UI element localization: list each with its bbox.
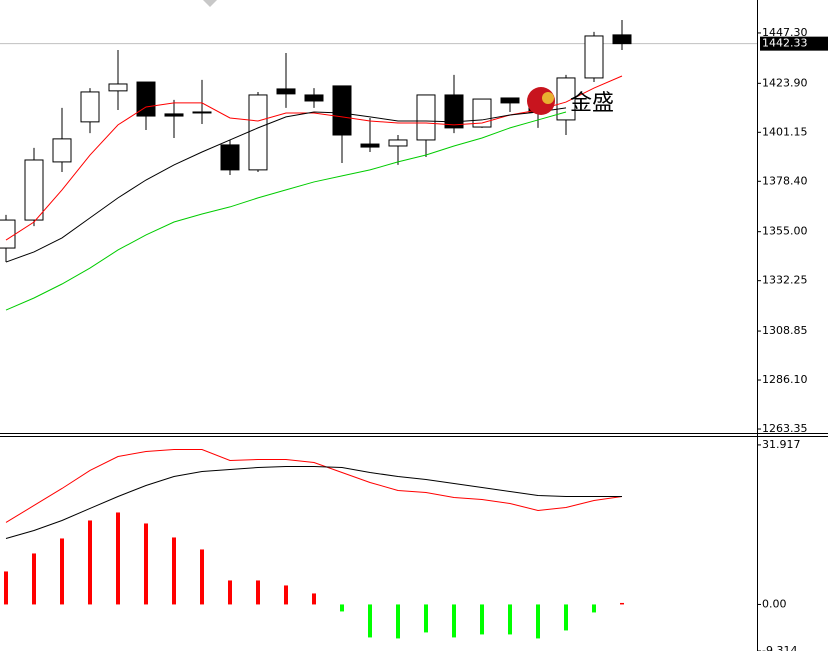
candle-body (360, 143, 380, 148)
scroll-marker (203, 0, 217, 7)
candle-body (500, 97, 520, 104)
current-price-label: 1442.33 (762, 37, 808, 50)
candle-body (24, 159, 44, 221)
y-tick-label: 1423.90 (762, 76, 808, 89)
candle-body (276, 88, 296, 95)
y-tick-label: 1401.15 (762, 125, 808, 138)
candle-body (192, 111, 212, 114)
histogram-bar (452, 604, 456, 638)
candle-body (556, 77, 576, 121)
histogram-bar (592, 604, 596, 613)
current-price-box (760, 36, 828, 51)
candle-body (136, 81, 156, 117)
y-tick-label: 1447.30 (762, 26, 808, 39)
histogram-bar (4, 571, 8, 605)
histogram-bar (116, 512, 120, 605)
histogram-bar (368, 604, 372, 638)
histogram-bar (228, 580, 232, 605)
watermark-logo (542, 92, 554, 104)
candle-body (164, 113, 184, 117)
candle-body (80, 91, 100, 123)
histogram-bar (312, 593, 316, 605)
candle-body (52, 138, 72, 163)
histogram-bar (620, 602, 624, 605)
y-tick-label: 0.00 (762, 597, 787, 610)
histogram-bar (424, 604, 428, 633)
watermark-text: 金盛 (570, 91, 614, 116)
indicator-line (5, 111, 567, 311)
histogram-bar (480, 604, 484, 635)
indicator-line (5, 465, 622, 539)
watermark: 金盛 (527, 87, 614, 116)
candle-body (0, 219, 16, 249)
histogram-bar (88, 520, 92, 605)
candle-body (612, 34, 632, 45)
candle-body (304, 94, 324, 102)
y-tick-label: 1355.00 (762, 225, 808, 238)
candle-body (108, 83, 128, 92)
y-tick-label: 1263.35 (762, 422, 808, 435)
candle-body (388, 139, 408, 147)
candle-body (584, 35, 604, 79)
candle-body (220, 144, 240, 171)
histogram-bar (340, 604, 344, 612)
y-tick-label: 1286.10 (762, 373, 808, 386)
y-tick-label: 31.917 (762, 438, 801, 451)
histogram-bar (508, 604, 512, 635)
indicator-line (5, 75, 623, 241)
candle-body (416, 94, 436, 141)
y-tick-label: 1308.85 (762, 324, 808, 337)
histogram-bar (32, 553, 36, 605)
indicator-line (5, 448, 623, 523)
candle-body (444, 94, 464, 129)
histogram-bar (396, 604, 400, 639)
y-tick-label: -9.314 (762, 644, 797, 651)
y-tick-label: 1378.40 (762, 174, 808, 187)
histogram-bar (536, 604, 540, 639)
candle-body (332, 85, 352, 136)
histogram-bar (564, 604, 568, 631)
candle-body (248, 94, 268, 171)
histogram-bar (144, 523, 148, 605)
histogram-bar (256, 580, 260, 605)
histogram-bar (284, 585, 288, 605)
indicator-line (5, 107, 567, 263)
histogram-bar (172, 537, 176, 605)
histogram-bar (60, 538, 64, 605)
y-tick-label: 1332.25 (762, 274, 808, 287)
histogram-bar (200, 549, 204, 605)
